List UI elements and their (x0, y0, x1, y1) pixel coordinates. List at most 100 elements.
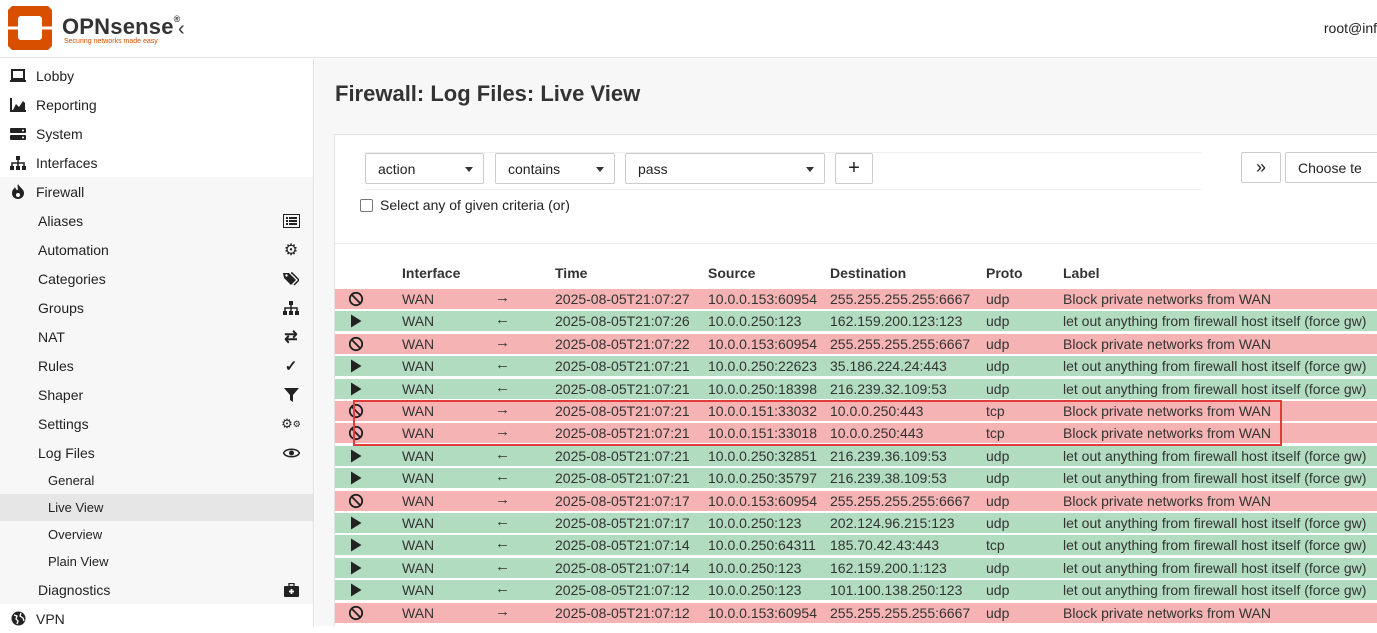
sidebar-item-automation[interactable]: Automation ⚙ (0, 235, 313, 264)
page-title: Firewall: Log Files: Live View (335, 81, 641, 106)
table-row[interactable]: WAN ← 2025-08-05T21:07:12 10.0.0.250:123 101… (335, 580, 1377, 602)
table-row[interactable]: WAN ← 2025-08-05T21:07:14 10.0.0.250:123 162… (335, 557, 1377, 579)
add-filter-button[interactable]: + (835, 153, 873, 184)
cell-destination: 216.239.36.109:53 (830, 447, 947, 464)
sidebar-item-reporting[interactable]: Reporting (0, 90, 313, 119)
table-row[interactable]: WAN → 2025-08-05T21:07:21 10.0.0.151:33018 1… (335, 423, 1377, 445)
cell-proto: udp (986, 470, 1010, 487)
cell-label: let out anything from firewall host itse… (1063, 313, 1367, 330)
sidebar-item-system[interactable]: System (0, 119, 313, 148)
table-row[interactable]: WAN ← 2025-08-05T21:07:21 10.0.0.250:35797 2… (335, 468, 1377, 490)
filter-field-value: action (378, 161, 416, 177)
cell-label: Block private networks from WAN (1063, 291, 1271, 307)
top-bar: OPNsense® Securing networks made easy ‹ … (0, 0, 1377, 58)
sidebar-item-aliases[interactable]: Aliases (0, 206, 313, 235)
column-header-label[interactable]: Label (1063, 265, 1100, 281)
cell-destination: 255.255.255.255:6667 (830, 291, 971, 307)
arrow-left-icon: ← (495, 535, 510, 553)
filter-operator-value: contains (508, 161, 561, 177)
block-icon (348, 291, 364, 307)
table-row[interactable]: WAN → 2025-08-05T21:07:17 10.0.0.153:60954 2… (335, 490, 1377, 512)
cell-interface: WAN (402, 604, 435, 621)
log-table-header: Interface Time Source Destination Proto … (335, 265, 1377, 287)
cell-proto: udp (986, 559, 1010, 576)
table-row[interactable]: WAN ← 2025-08-05T21:07:26 10.0.0.250:123 162… (335, 311, 1377, 333)
table-row[interactable]: WAN ← 2025-08-05T21:07:21 10.0.0.250:22623 3… (335, 356, 1377, 378)
table-row[interactable]: WAN → 2025-08-05T21:07:12 10.0.0.153:60954 2… (335, 602, 1377, 624)
sidebar-item-log-files[interactable]: Log Files (0, 438, 313, 467)
table-row[interactable]: WAN ← 2025-08-05T21:07:14 10.0.0.250:64311 1… (335, 535, 1377, 557)
column-header-interface[interactable]: Interface (402, 265, 461, 281)
table-row[interactable]: WAN → 2025-08-05T21:07:22 10.0.0.153:60954 2… (335, 333, 1377, 355)
pass-play-icon (348, 381, 364, 397)
sidebar-collapse-chevron-left-icon[interactable]: ‹ (178, 18, 185, 40)
tags-icon (282, 270, 300, 288)
column-header-proto[interactable]: Proto (986, 265, 1023, 281)
cell-destination: 255.255.255.255:6667 (830, 335, 971, 352)
filter-field-select[interactable]: action (365, 153, 484, 184)
table-row[interactable]: WAN → 2025-08-05T21:07:21 10.0.0.151:33032 1… (335, 401, 1377, 422)
cell-label: Block private networks from WAN (1063, 425, 1271, 442)
cell-interface: WAN (402, 492, 435, 509)
block-icon (348, 605, 364, 621)
cell-source: 10.0.0.250:35797 (708, 470, 817, 487)
cell-destination: 10.0.0.250:443 (830, 403, 924, 419)
choose-template-button[interactable]: Choose te (1285, 152, 1377, 183)
server-icon (0, 127, 36, 141)
select-any-criteria-checkbox[interactable] (360, 198, 373, 212)
cell-source: 10.0.0.250:123 (708, 313, 802, 330)
table-row[interactable]: WAN ← 2025-08-05T21:07:21 10.0.0.250:32851 2… (335, 445, 1377, 467)
pass-play-icon (348, 560, 364, 576)
cell-label: Block private networks from WAN (1063, 604, 1271, 621)
sidebar-item-interfaces[interactable]: Interfaces (0, 148, 313, 177)
filter-icon (282, 386, 300, 404)
sidebar-item-label: Reporting (36, 96, 97, 113)
check-icon: ✓ (284, 358, 298, 375)
sidebar-item-vpn[interactable]: VPN (0, 604, 313, 633)
cell-interface: WAN (402, 313, 435, 330)
cell-destination: 216.239.32.109:53 (830, 380, 947, 397)
sidebar-item-settings[interactable]: Settings ⚙ ⚙ (0, 409, 313, 438)
sidebar-item-lobby[interactable]: Lobby (0, 61, 313, 90)
sidebar-item-live-view[interactable]: Live View (0, 494, 313, 521)
cell-proto: tcp (986, 537, 1005, 554)
sidebar-item-nat[interactable]: NAT ⇄ (0, 322, 313, 351)
filter-operator-select[interactable]: contains (495, 153, 615, 184)
table-row[interactable]: WAN ← 2025-08-05T21:07:17 10.0.0.250:123 202… (335, 513, 1377, 534)
column-header-time[interactable]: Time (555, 265, 588, 281)
sidebar-item-categories[interactable]: Categories (0, 264, 313, 293)
sidebar-item-rules[interactable]: Rules ✓ (0, 351, 313, 380)
cell-destination: 216.239.38.109:53 (830, 470, 947, 487)
table-row[interactable]: WAN → 2025-08-05T21:07:27 10.0.0.153:60954 2… (335, 289, 1377, 310)
cell-label: let out anything from firewall host itse… (1063, 559, 1367, 576)
expand-double-chevron-button[interactable]: » (1241, 152, 1281, 183)
sidebar-item-diagnostics[interactable]: Diagnostics (0, 575, 313, 604)
globe-icon (0, 611, 36, 626)
cell-source: 10.0.0.153:60954 (708, 335, 817, 352)
sidebar-item-firewall[interactable]: Firewall (0, 177, 313, 206)
select-any-criteria-row: Select any of given criteria (or) (360, 197, 570, 213)
user-menu[interactable]: root@inf (1323, 20, 1377, 36)
arrow-left-icon: ← (495, 557, 510, 575)
cell-interface: WAN (402, 380, 435, 397)
pass-play-icon (348, 470, 364, 486)
sitemap-icon (0, 155, 36, 170)
cell-label: let out anything from firewall host itse… (1063, 447, 1367, 464)
filter-value-select[interactable]: pass (625, 153, 825, 184)
arrow-left-icon: ← (495, 580, 510, 598)
arrow-right-icon: → (495, 333, 510, 351)
sidebar-item-groups[interactable]: Groups (0, 293, 313, 322)
filter-value-text: pass (638, 161, 668, 177)
cell-source: 10.0.0.153:60954 (708, 492, 817, 509)
opnsense-logo-icon[interactable] (6, 4, 54, 52)
column-header-destination[interactable]: Destination (830, 265, 907, 281)
sidebar-item-shaper[interactable]: Shaper (0, 380, 313, 409)
sidebar-item-log-overview[interactable]: Overview (0, 521, 313, 548)
column-header-source[interactable]: Source (708, 265, 756, 281)
cell-interface: WAN (402, 582, 435, 599)
table-row[interactable]: WAN ← 2025-08-05T21:07:21 10.0.0.250:18398 2… (335, 378, 1377, 400)
cell-interface: WAN (402, 537, 435, 554)
sidebar-item-plain-view[interactable]: Plain View (0, 548, 313, 575)
cell-destination: 162.159.200.1:123 (830, 559, 947, 576)
sidebar-item-log-general[interactable]: General (0, 467, 313, 494)
